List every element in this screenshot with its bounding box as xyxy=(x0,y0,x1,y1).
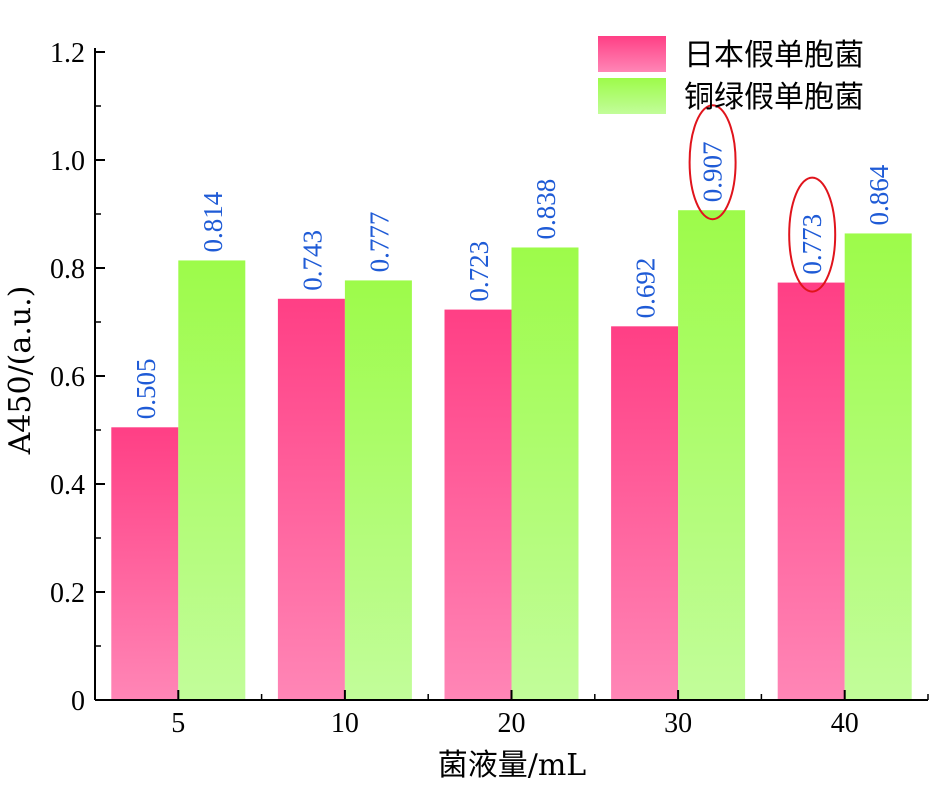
x-tick-label: 5 xyxy=(171,708,185,739)
x-axis-title: 菌液量/mL xyxy=(438,748,587,783)
highlight-ellipse xyxy=(788,176,837,293)
data-label: 0.723 xyxy=(464,241,494,302)
legend-label: 日本假单胞菌 xyxy=(684,38,864,73)
data-label: 0.505 xyxy=(131,359,161,420)
bar xyxy=(511,247,579,701)
axes-layer: 0 0.2 0.4 0.6 0.8 1.0 1.2 5 10 20 30 40 xyxy=(50,38,929,739)
bar xyxy=(277,298,345,700)
bar xyxy=(111,427,179,700)
data-label: 0.907 xyxy=(698,141,728,202)
legend-swatch xyxy=(598,36,666,72)
x-tick-label: 40 xyxy=(831,708,859,739)
y-tick-label: 0.2 xyxy=(50,578,85,609)
legend-label: 铜绿假单胞菌 xyxy=(684,80,864,115)
data-label: 0.777 xyxy=(364,212,394,273)
y-axis-title: A450/(a.u.) xyxy=(3,286,38,456)
bar xyxy=(611,326,679,700)
y-tick-label: 0.6 xyxy=(50,362,85,393)
data-label: 0.692 xyxy=(631,258,661,319)
bar xyxy=(844,233,912,700)
y-tick-label: 0.4 xyxy=(50,470,85,501)
bar xyxy=(178,260,246,700)
bar xyxy=(678,210,746,700)
y-tick-label: 1.2 xyxy=(50,38,85,69)
bar xyxy=(344,280,412,700)
labels-layer: 0.505 0.814 0.743 0.777 0.723 0.838 0.692 0.907… xyxy=(131,104,894,420)
data-label: 0.773 xyxy=(797,214,827,275)
legend-swatch xyxy=(598,78,666,114)
x-tick-label: 10 xyxy=(331,708,359,739)
data-label: 0.743 xyxy=(297,230,327,291)
bar xyxy=(777,282,845,700)
data-label: 0.838 xyxy=(531,179,561,240)
highlight-ellipse xyxy=(688,104,737,221)
x-tick-label: 20 xyxy=(498,708,526,739)
bar xyxy=(444,309,512,700)
data-label: 0.864 xyxy=(864,164,894,225)
bars-layer xyxy=(111,210,912,701)
y-tick-label: 1.0 xyxy=(50,146,85,177)
y-tick-label: 0.8 xyxy=(50,254,85,285)
y-tick-label: 0 xyxy=(71,686,85,717)
x-tick-label: 30 xyxy=(664,708,692,739)
data-label: 0.814 xyxy=(198,191,228,252)
